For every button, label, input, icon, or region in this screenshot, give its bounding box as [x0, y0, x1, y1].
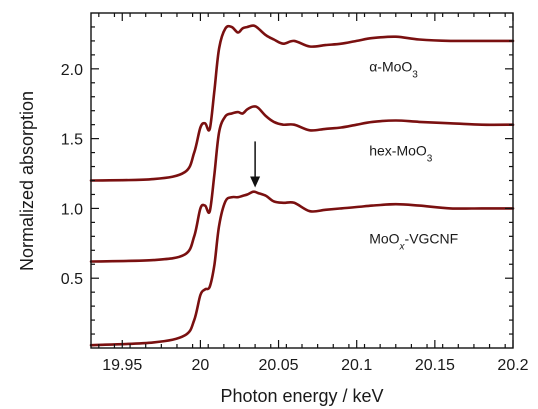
x-tick-label: 20.15 [415, 357, 455, 374]
arrow-head-icon [250, 176, 261, 188]
series-label-part: α-MoO [369, 59, 412, 75]
x-tick-label: 19.95 [102, 357, 142, 374]
tick-labels-layer: 19.95 20 20.05 20.1 20.15 20.2 0.5 1.0 1.5 2.0 [61, 62, 529, 374]
series-label-subscript: x [399, 241, 406, 252]
plot-frame [90, 12, 514, 349]
x-tick-label: 20.1 [341, 357, 372, 374]
series-label-part: -VGCNF [405, 230, 459, 246]
y-tick-label: 2.0 [61, 62, 83, 79]
series-label-subscript: 3 [412, 69, 418, 80]
series-label-2: α-MoO3 [369, 59, 418, 81]
y-tick-label: 1.5 [61, 132, 83, 149]
y-tick-label: 0.5 [61, 271, 83, 288]
series-label-part: hex-MoO [369, 142, 427, 158]
series-label-0: MoOx-VGCNF [369, 230, 458, 252]
series-label-1: hex-MoO3 [369, 142, 433, 164]
y-tick-label: 1.0 [61, 201, 83, 218]
series-label-subscript: 3 [427, 153, 433, 164]
series-label-part: MoO [369, 230, 399, 246]
y-axis-title: Normalized absorption [17, 91, 37, 271]
x-axis-title: Photon energy / keV [220, 386, 383, 406]
ticks-layer [91, 13, 514, 348]
x-tick-label: 20.05 [259, 357, 299, 374]
series-line-0 [89, 190, 515, 347]
series-line-2 [89, 24, 515, 182]
curves-layer [89, 24, 515, 347]
x-tick-label: 20 [192, 357, 210, 374]
series-line-1 [89, 105, 515, 263]
annotation-layer [250, 141, 261, 188]
x-tick-label: 20.2 [497, 357, 528, 374]
